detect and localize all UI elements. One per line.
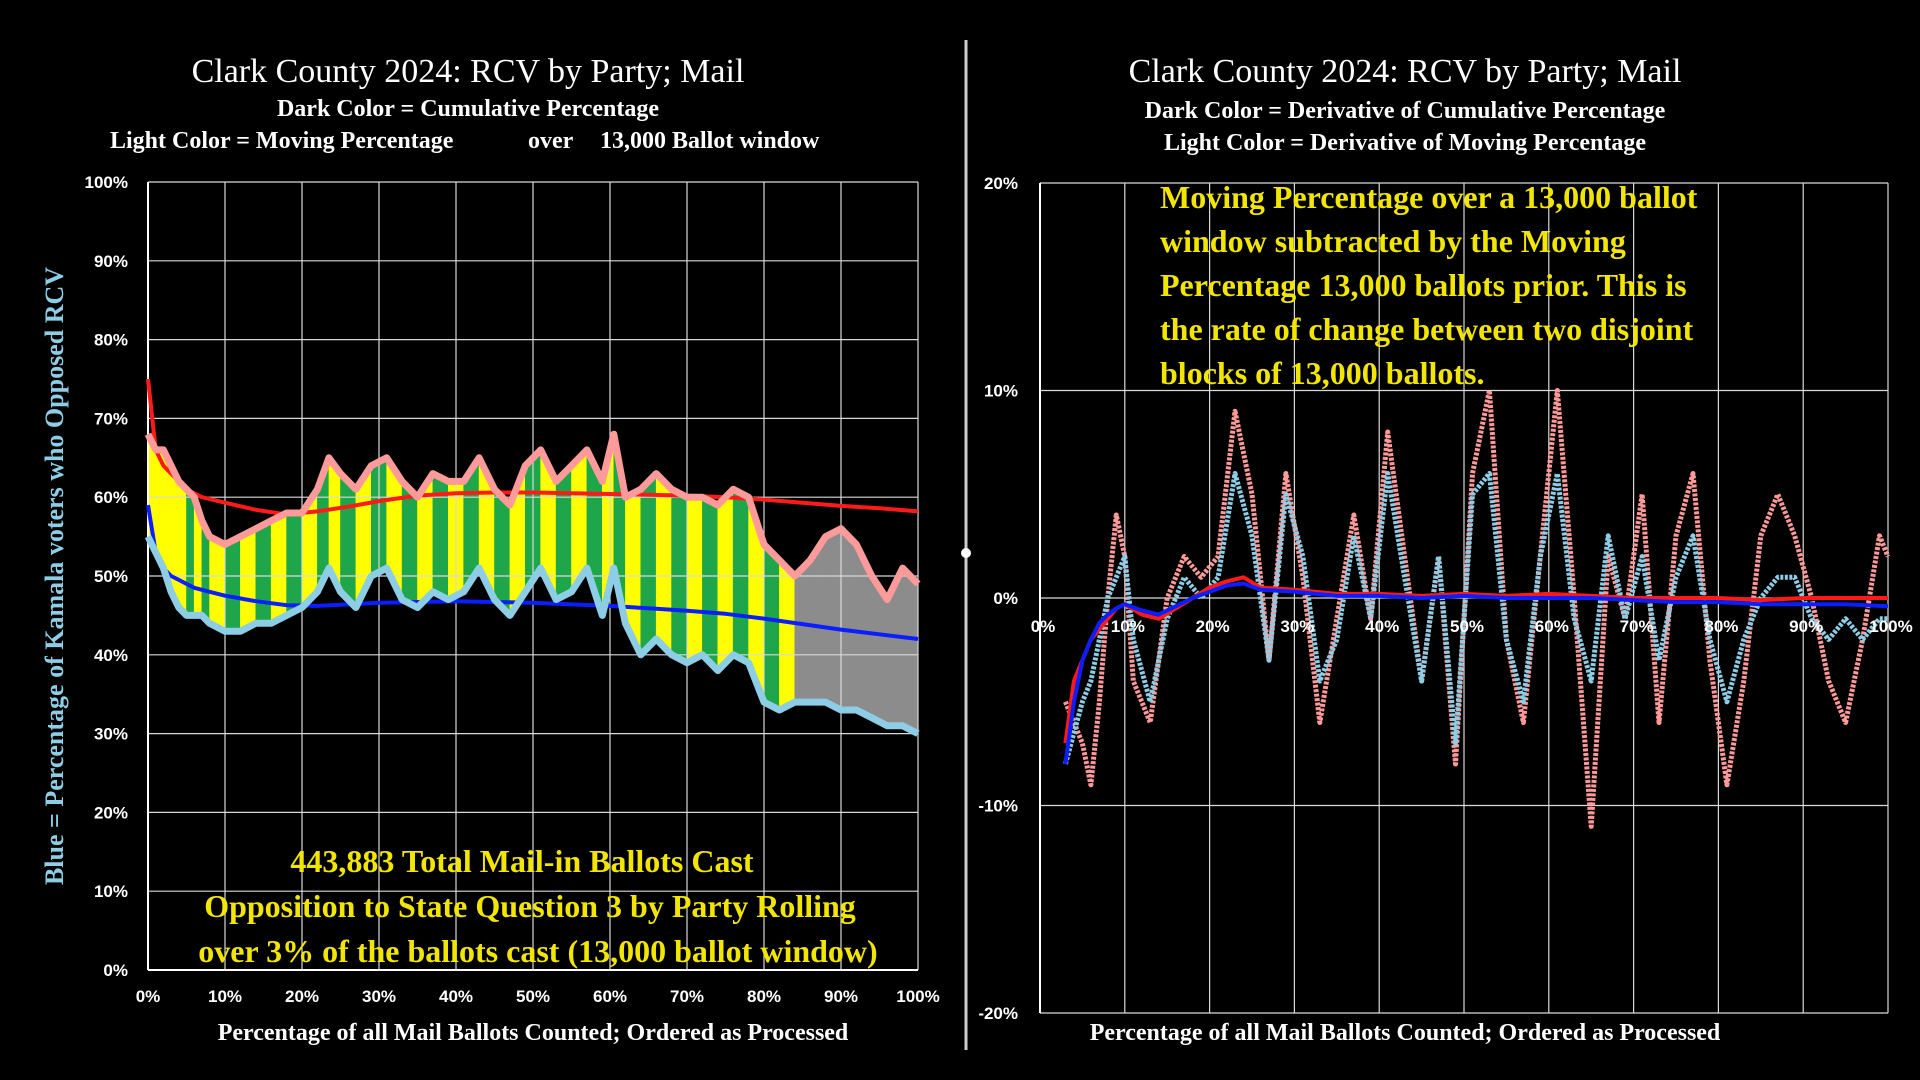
x-tick-label: 70%	[1620, 617, 1654, 636]
x-tick-label: 20%	[285, 987, 319, 1006]
fill-band	[286, 512, 303, 616]
x-tick-label: 60%	[1535, 617, 1569, 636]
y-tick-label: 60%	[94, 488, 128, 507]
chart-subtitle-2: Light Color = Moving Percentage	[110, 128, 454, 154]
fill-band	[640, 472, 657, 656]
fill-band	[779, 559, 796, 711]
series-line	[1062, 471, 1888, 765]
annotation-line-2: Opposition to State Question 3 by Party …	[204, 888, 856, 924]
chart-subtitle-4: 13,000 Ballot window	[600, 128, 820, 154]
x-tick-label: 30%	[362, 987, 396, 1006]
y-tick-label: 100%	[85, 173, 128, 192]
x-tick-label: 0%	[136, 987, 161, 1006]
chart-subtitle-1: Dark Color = Derivative of Cumulative Pe…	[1145, 98, 1666, 124]
annotation-line-4: the rate of change between two disjoint	[1160, 311, 1694, 347]
x-tick-label: 20%	[1196, 617, 1230, 636]
right-chart: Clark County 2024: RCV by Party; Mail Dar…	[978, 53, 1912, 1046]
x-tick-label: 90%	[1789, 617, 1823, 636]
annotation-line-2: window subtracted by the Moving	[1160, 223, 1626, 259]
y-tick-label: -10%	[978, 797, 1018, 816]
fill-band	[655, 472, 672, 656]
annotation-line-3: Percentage 13,000 ballots prior. This is	[1160, 267, 1687, 303]
x-axis-label: Percentage of all Mail Ballots Counted; …	[218, 1020, 849, 1046]
chart-subtitle-3: over	[528, 128, 574, 154]
series-line	[146, 504, 919, 641]
y-tick-label: -20%	[978, 1004, 1018, 1023]
fill-band	[840, 527, 857, 711]
fill-band	[702, 496, 719, 672]
left-chart: Clark County 2024: RCV by Party; Mail Dar…	[40, 53, 940, 1046]
fill-band	[555, 464, 572, 601]
fill-band	[825, 528, 842, 711]
x-tick-label: 100%	[1869, 617, 1912, 636]
x-tick-label: 40%	[439, 987, 473, 1006]
fill-band	[763, 543, 780, 711]
y-tick-label: 30%	[94, 725, 128, 744]
x-tick-label: 100%	[896, 987, 939, 1006]
x-tick-label: 90%	[824, 987, 858, 1006]
fill-band	[209, 536, 226, 632]
fill-band	[255, 520, 272, 624]
y-tick-label: 40%	[94, 646, 128, 665]
y-axis-label: Blue = Percentage of Kamala voters who O…	[40, 267, 69, 885]
y-tick-label: 0%	[103, 961, 128, 980]
y-tick-label: 20%	[984, 174, 1018, 193]
y-tick-label: 10%	[94, 882, 128, 901]
fill-band	[686, 496, 703, 664]
annotation-line-5: blocks of 13,000 ballots.	[1160, 355, 1484, 391]
fill-band	[401, 480, 418, 609]
x-tick-label: 80%	[1704, 617, 1738, 636]
y-tick-label: 20%	[94, 803, 128, 822]
y-tick-label: 80%	[94, 331, 128, 350]
y-tick-label: 0%	[993, 589, 1018, 608]
x-tick-label: 10%	[1111, 617, 1145, 636]
fill-band	[340, 472, 357, 609]
y-tick-label: 10%	[984, 382, 1018, 401]
x-tick-label: 80%	[747, 987, 781, 1006]
x-tick-label: 60%	[593, 987, 627, 1006]
x-tick-label: 50%	[1450, 617, 1484, 636]
annotation-line-3: over 3% of the ballots cast (13,000 ball…	[198, 933, 877, 969]
fill-band	[178, 480, 187, 617]
chart-title: Clark County 2024: RCV by Party; Mail	[1129, 53, 1682, 90]
fill-band	[186, 488, 195, 616]
annotation-line-1: 443,883 Total Mail-in Ballots Cast	[290, 843, 754, 879]
chart-title: Clark County 2024: RCV by Party; Mail	[192, 53, 745, 90]
divider-handle	[961, 548, 971, 558]
chart-subtitle-2: Light Color = Derivative of Moving Perce…	[1164, 130, 1646, 156]
x-tick-label: 70%	[670, 987, 704, 1006]
fill-band	[240, 528, 257, 632]
series-line	[144, 430, 921, 604]
fill-band	[224, 536, 241, 632]
fill-band	[717, 488, 734, 672]
x-tick-label: 40%	[1365, 617, 1399, 636]
series-line	[1063, 388, 1891, 829]
chart-subtitle-1: Dark Color = Cumulative Percentage	[277, 96, 659, 122]
y-tick-label: 70%	[94, 409, 128, 428]
y-tick-label: 90%	[94, 252, 128, 271]
annotation-line-1: Moving Percentage over a 13,000 ballot	[1160, 179, 1698, 215]
x-tick-label: 50%	[516, 987, 550, 1006]
series-line	[144, 535, 920, 737]
y-tick-label: 50%	[94, 567, 128, 586]
fill-band	[794, 559, 811, 703]
x-tick-label: 30%	[1280, 617, 1314, 636]
series-line	[1063, 581, 1889, 765]
x-tick-label: 0%	[1031, 617, 1056, 636]
x-tick-label: 10%	[208, 987, 242, 1006]
fill-band	[902, 567, 919, 735]
x-axis-label: Percentage of all Mail Ballots Counted; …	[1090, 1020, 1721, 1046]
